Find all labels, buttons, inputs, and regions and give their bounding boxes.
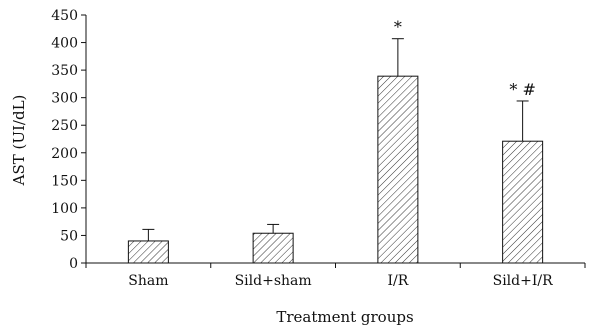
y-tick-label: 150 — [51, 173, 78, 189]
y-tick-label: 50 — [60, 228, 78, 244]
y-tick-label: 0 — [69, 256, 78, 272]
y-tick-label: 200 — [51, 146, 78, 162]
y-tick-label: 250 — [51, 118, 78, 134]
y-tick-label: 100 — [51, 201, 78, 217]
plot-area: 0 50 100 150 200 250 300 350 400 450 Sham Sild+sham… — [51, 8, 586, 289]
y-tick-label: 400 — [51, 36, 78, 52]
x-axis-title: Treatment groups — [276, 308, 413, 326]
x-tick-label: Sild+I/R — [493, 273, 553, 289]
y-tick-label: 300 — [51, 91, 78, 107]
y-tick-label: 450 — [51, 8, 78, 24]
bar — [252, 232, 294, 264]
bar — [127, 240, 169, 264]
bar — [502, 140, 544, 264]
significance-marker: * — [394, 18, 402, 37]
y-tick-label: 350 — [51, 63, 78, 79]
x-tick-label: Sham — [128, 273, 168, 289]
x-tick-label: Sild+sham — [235, 273, 312, 289]
x-tick-label: I/R — [387, 273, 408, 289]
y-axis-title: AST (UI/dL) — [10, 95, 28, 187]
significance-marker: * # — [509, 80, 536, 99]
bar — [377, 75, 419, 264]
